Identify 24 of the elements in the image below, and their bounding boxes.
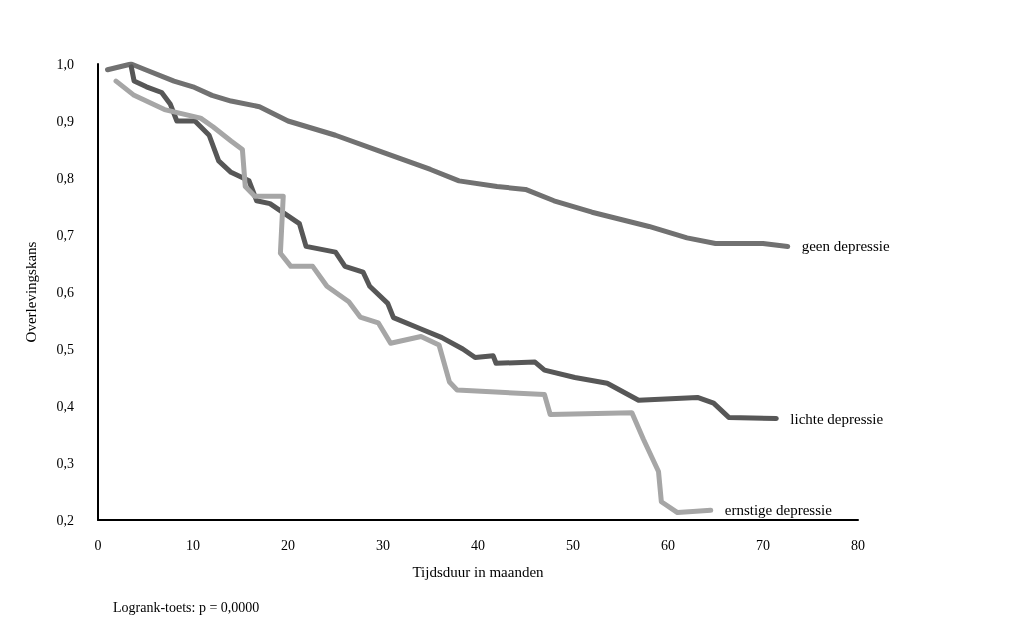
x-tick-label: 60 — [661, 537, 675, 553]
y-tick-label: 0,3 — [56, 455, 74, 471]
y-tick-label: 0,7 — [56, 227, 74, 243]
x-tick-label: 20 — [281, 537, 295, 553]
x-tick-label: 80 — [851, 537, 865, 553]
x-tick-label: 10 — [186, 537, 200, 553]
series-label: lichte depressie — [790, 410, 884, 427]
x-tick-label: 30 — [376, 537, 390, 553]
y-tick-label: 0,8 — [56, 170, 74, 186]
x-tick-label: 40 — [471, 537, 485, 553]
y-axis-title: Overlevingskans — [22, 241, 39, 343]
y-tick-label: 1,0 — [56, 56, 74, 72]
y-tick-label: 0,5 — [56, 341, 74, 357]
y-tick-label: 0,4 — [56, 398, 74, 414]
x-tick-label: 70 — [756, 537, 770, 553]
y-tick-label: 0,9 — [56, 113, 74, 129]
y-tick-label: 0,6 — [56, 284, 74, 300]
x-tick-label: 50 — [566, 537, 580, 553]
x-tick-label: 0 — [94, 537, 102, 553]
series-label: ernstige depressie — [724, 502, 833, 519]
text: Logrank-toets: p = 0,0000 — [113, 599, 260, 615]
x-axis-title: Tijdsduur in maanden — [412, 563, 545, 580]
y-tick-label: 0,2 — [56, 512, 74, 528]
series-label: geen depressie — [801, 238, 890, 255]
